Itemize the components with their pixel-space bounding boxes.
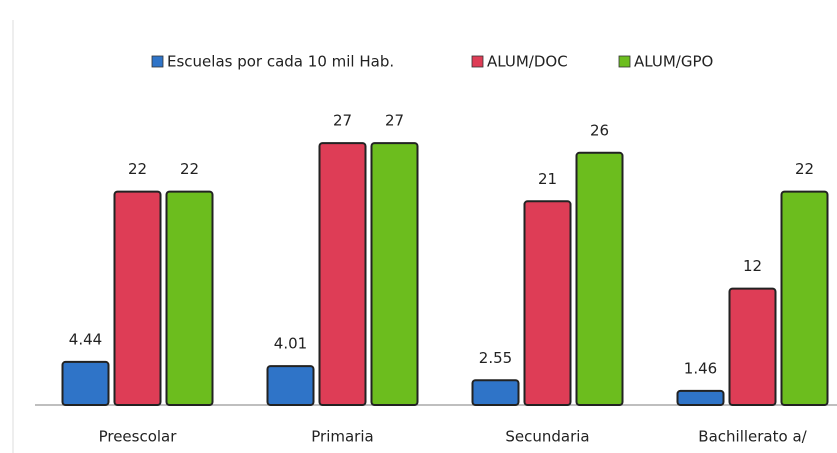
bar bbox=[471, 379, 520, 407]
x-tick-label: Primaria bbox=[311, 428, 373, 446]
data-label: 4.44 bbox=[69, 330, 102, 348]
bar bbox=[780, 190, 829, 406]
x-tick-label: Secundaria bbox=[505, 428, 589, 446]
legend-label: ALUM/DOC bbox=[487, 53, 568, 71]
legend-swatch bbox=[618, 55, 631, 68]
legend-label: ALUM/GPO bbox=[634, 53, 713, 71]
bar bbox=[266, 365, 315, 406]
x-tick-label: Preescolar bbox=[99, 428, 178, 446]
bar bbox=[113, 190, 162, 406]
data-label: 26 bbox=[590, 121, 609, 139]
x-tick-label: Bachillerato a/ bbox=[698, 428, 807, 446]
legend-swatch bbox=[471, 55, 484, 68]
data-label: 21 bbox=[538, 170, 557, 188]
bar bbox=[165, 190, 214, 406]
bar bbox=[523, 200, 572, 406]
data-label: 22 bbox=[180, 160, 199, 178]
data-label: 22 bbox=[128, 160, 147, 178]
data-label: 4.01 bbox=[274, 335, 307, 353]
data-label: 1.46 bbox=[684, 359, 717, 377]
bar bbox=[676, 389, 725, 407]
bar bbox=[318, 142, 367, 406]
data-label: 12 bbox=[743, 257, 762, 275]
data-label: 22 bbox=[795, 160, 814, 178]
data-label: 27 bbox=[385, 112, 404, 130]
bar bbox=[575, 151, 624, 406]
bar bbox=[370, 142, 419, 406]
bar bbox=[728, 287, 777, 407]
data-label: 2.55 bbox=[479, 349, 512, 367]
legend-swatch bbox=[151, 55, 164, 68]
legend-label: Escuelas por cada 10 mil Hab. bbox=[167, 53, 394, 71]
bar bbox=[61, 360, 110, 407]
data-label: 27 bbox=[333, 112, 352, 130]
